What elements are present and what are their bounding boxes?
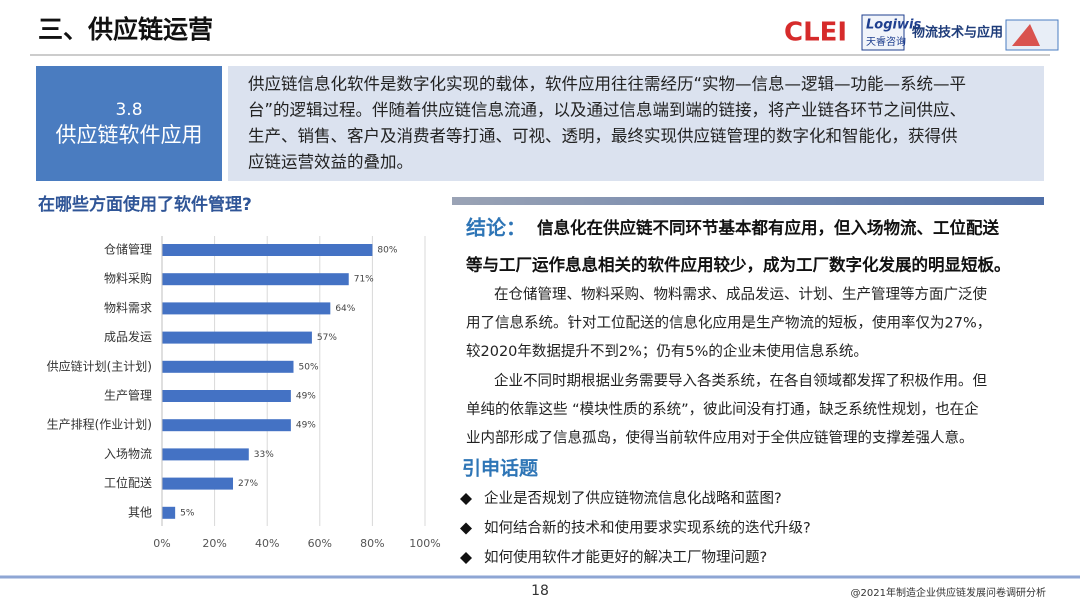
y-tick-label: 生产排程(作业计划): [47, 417, 152, 432]
x-tick-label: 40%: [255, 537, 279, 550]
y-tick-label: 工位配送: [104, 475, 152, 490]
y-tick-label: 物料采购: [104, 271, 152, 286]
x-tick-label: 100%: [409, 537, 440, 550]
section-box: [36, 66, 222, 181]
value-label: 49%: [296, 421, 316, 431]
bar: [162, 360, 294, 373]
y-tick-label: 物料需求: [104, 301, 152, 315]
bar: [162, 506, 176, 519]
logo-text: CLEI: [784, 18, 847, 48]
y-tick-label: 其他: [128, 505, 152, 519]
topic-bullet: 如何使用软件才能更好的解决工厂物理问题?: [484, 549, 767, 566]
x-tick-label: 20%: [202, 537, 226, 550]
intro-line: 供应链信息化软件是数字化实现的载体，软件应用往往需经历“实物—信息—逻辑—功能—…: [248, 75, 966, 94]
section-name: 供应链软件应用: [56, 123, 203, 147]
logo-box: [861, 14, 905, 51]
value-label: 27%: [238, 479, 258, 489]
value-label: 33%: [254, 450, 274, 460]
value-label: 64%: [335, 304, 355, 314]
body-line: 在仓储管理、物料采购、物料需求、成品发运、计划、生产管理等方面广泛使: [494, 285, 987, 303]
conclusion-line: 等与工厂运作息息相关的软件应用较少，成为工厂数字化发展的明显短板。: [466, 255, 1011, 275]
source-note: @2021年制造企业供应链发展问卷调研分析: [851, 586, 1046, 599]
conclusion-heading: 结论：: [466, 216, 526, 240]
y-tick-label: 仓储管理: [104, 242, 152, 257]
bullet-marker: [460, 522, 472, 535]
y-tick-label: 成品发运: [104, 329, 152, 344]
topic-bullet: 企业是否规划了供应链物流信息化战略和蓝图?: [484, 489, 782, 507]
body-line: 单纯的依靠这些 “模块性质的系统”，彼此间没有打通，缺乏系统性规划，也在企: [466, 400, 979, 418]
intro-line: 生产、销售、客户及消费者等打通、可视、透明，最终实现供应链管理的数字化和智能化，…: [248, 127, 958, 146]
body-line: 较2020年数据提升不到2%；仍有5%的企业未使用信息系统。: [466, 342, 868, 360]
x-tick-label: 0%: [153, 537, 170, 550]
bar: [162, 477, 234, 490]
bar: [162, 448, 249, 461]
x-tick-label: 60%: [308, 537, 332, 550]
bar: [162, 244, 373, 256]
bar: [162, 331, 312, 344]
divider-bar: [452, 197, 1044, 205]
bar: [162, 390, 291, 402]
logo-text: 天睿咨询: [866, 35, 906, 48]
bar: [162, 419, 291, 432]
page-number: 18: [531, 583, 549, 599]
topic-bullet: 如何结合新的技术和使用要求实现系统的迭代升级?: [484, 520, 811, 537]
logo-text: 物流技术与应用: [912, 25, 1003, 41]
logo-shape: [1012, 24, 1040, 46]
bullet-marker: [460, 493, 472, 505]
value-label: 50%: [299, 362, 319, 372]
value-label: 71%: [354, 275, 374, 285]
conclusion-line: 信息化在供应链不同环节基本都有应用，但入场物流、工位配送: [537, 218, 1000, 238]
topics-heading: 引申话题: [462, 457, 538, 480]
intro-line: 应链运营效益的叠加。: [248, 153, 413, 172]
page-title: 三、供应链运营: [38, 15, 213, 44]
intro-line: 台”的逻辑过程。伴随着供应链信息流通，以及通过信息端到端的链接，将产业链各环节之…: [248, 101, 966, 120]
body-line: 企业不同时期根据业务需要导入各类系统，在各自领域都发挥了积极作用。但: [494, 372, 987, 390]
intro-box: [228, 66, 1044, 181]
logo-text: Logiwis: [866, 18, 921, 33]
value-label: 49%: [296, 392, 316, 402]
y-tick-label: 生产管理: [104, 388, 152, 403]
y-tick-label: 供应链计划(主计划): [47, 358, 152, 373]
bullet-marker: [460, 552, 472, 564]
y-tick-label: 入场物流: [104, 447, 152, 461]
value-label: 5%: [180, 508, 195, 518]
chart-title: 在哪些方面使用了软件管理?: [38, 194, 252, 215]
x-tick-label: 80%: [360, 537, 384, 550]
section-number: 3.8: [115, 100, 142, 120]
bar: [162, 273, 349, 286]
body-line: 用了信息系统。针对工位配送的信息化应用是生产物流的短板，使用率仅为27%，: [466, 314, 991, 332]
value-label: 80%: [377, 246, 397, 256]
body-line: 业内部形成了信息孤岛，使得当前软件应用对于全供应链管理的支撑差强人意。: [466, 429, 974, 447]
bar: [162, 302, 331, 315]
value-label: 57%: [317, 333, 337, 343]
